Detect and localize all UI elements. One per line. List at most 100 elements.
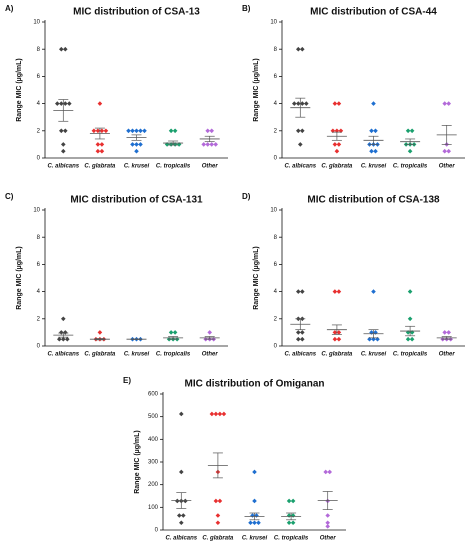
data-point [442,330,447,335]
data-point [296,336,301,342]
x-tick-label: C. glabrata [84,164,116,170]
data-point [134,148,139,154]
data-point [59,101,64,106]
data-point [296,128,301,134]
data-point [63,330,68,335]
data-point [369,128,374,134]
data-point [172,128,178,134]
y-tick-label: 10 [33,20,40,26]
data-point [286,520,292,526]
data-point [209,142,214,147]
data-point [61,316,66,322]
x-tick-label: C. albicans [284,164,316,170]
data-point [409,128,415,134]
data-point [209,411,215,417]
x-tick-label: C. tropicalis [156,164,191,170]
data-point [332,289,338,294]
data-point [446,148,451,154]
data-point [286,498,292,504]
y-tick-label: 2 [274,128,278,134]
data-point [290,513,296,518]
x-tick-label: C. krusei [361,164,387,170]
y-axis-label: Range MIC (µg/mL) [253,58,260,122]
y-tick-label: 4 [37,101,41,107]
data-point [205,128,210,134]
data-point [61,148,66,154]
panel-label: B) [242,4,251,13]
data-point [442,148,447,154]
data-point [134,142,139,147]
data-point [168,128,174,134]
data-point [371,289,376,294]
y-tick-label: 500 [148,414,159,420]
data-point [168,330,174,335]
y-tick-label: 2 [274,316,278,322]
x-tick-label: C. tropicalis [156,352,191,358]
data-point [130,128,135,134]
data-point [442,101,447,106]
y-tick-label: 6 [37,262,41,268]
y-tick-label: 2 [37,128,41,134]
data-point [201,142,206,147]
data-point [300,336,305,342]
data-point [97,330,103,335]
x-tick-label: C. krusei [242,536,268,542]
x-tick-label: C. glabrata [321,164,353,170]
data-point [217,411,223,417]
y-tick-label: 0 [274,344,278,350]
y-tick-label: 400 [148,437,159,443]
data-point [179,520,184,526]
panel-label: A) [5,4,14,13]
y-axis-label: Range MIC (µg/mL) [16,246,23,310]
data-point [59,46,64,52]
data-point [407,289,413,294]
data-point [181,513,186,518]
x-tick-label: C. tropicalis [274,536,309,542]
data-point [296,330,301,335]
data-point [332,101,338,106]
data-point [172,330,178,335]
data-point [373,148,378,154]
data-point [336,336,342,342]
data-point [296,289,301,294]
y-tick-label: 600 [148,392,159,398]
x-tick-label: C. krusei [361,352,387,358]
data-point [446,101,451,106]
data-point [336,101,342,106]
y-tick-label: 0 [274,156,278,162]
data-point [59,330,64,335]
data-point [290,498,296,504]
data-point [252,469,257,475]
x-tick-label: Other [439,352,456,358]
data-point [215,520,221,526]
x-tick-label: C. albicans [165,536,197,542]
data-point [213,142,218,147]
y-tick-label: 4 [37,289,41,295]
data-point [67,101,72,106]
data-point [373,128,378,134]
data-point [213,498,219,504]
data-point [95,148,101,154]
x-tick-label: C. glabrata [202,536,234,542]
data-point [304,101,309,106]
data-point [175,498,180,504]
y-tick-label: 300 [148,460,159,466]
data-point [126,128,131,134]
data-point [300,128,305,134]
data-point [183,498,188,504]
data-point [95,128,101,134]
data-point [332,330,338,335]
x-tick-label: Other [320,536,337,542]
data-point [252,520,257,526]
data-point [59,128,64,134]
data-point [252,498,257,504]
data-point [336,330,342,335]
data-point [292,101,297,106]
y-tick-label: 10 [33,208,40,214]
data-point [65,336,70,342]
y-axis-label: Range MIC (µg/mL) [253,246,260,310]
data-point [407,316,413,322]
data-point [256,520,261,526]
x-tick-label: Other [202,352,219,358]
x-tick-label: C. krusei [124,164,150,170]
